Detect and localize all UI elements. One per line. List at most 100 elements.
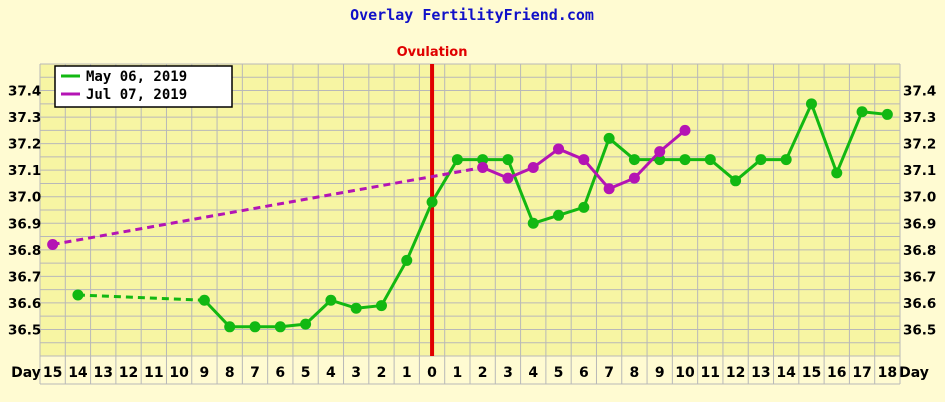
y-tick-label-left: 37.2 [8, 137, 41, 153]
data-point [654, 146, 666, 158]
series-segment [810, 103, 839, 174]
x-tick-label: 11 [144, 365, 163, 381]
data-point [654, 154, 666, 166]
data-point [628, 172, 640, 184]
x-tick-label: 12 [726, 365, 745, 381]
x-tick-label: 14 [776, 365, 796, 381]
data-point [628, 154, 640, 166]
data-point [578, 201, 590, 213]
data-point [553, 143, 565, 155]
x-tick-label: 17 [852, 365, 871, 381]
x-tick-label: 15 [43, 365, 62, 381]
series-segment [835, 111, 864, 174]
x-tick-label: 3 [351, 365, 361, 381]
data-point [704, 154, 716, 166]
series-segment [658, 129, 686, 153]
data-point [451, 154, 463, 166]
data-point [881, 108, 893, 120]
series-1 [72, 98, 893, 333]
chart-title: Overlay FertilityFriend.com [350, 6, 594, 24]
x-tick-label: 15 [802, 365, 821, 381]
grid-lines [39, 63, 901, 385]
legend: May 06, 2019 Jul 07, 2019 [54, 65, 233, 108]
series-segment [380, 259, 409, 307]
x-tick-label: 5 [554, 365, 564, 381]
y-tick-label-left: 36.6 [8, 296, 41, 312]
data-point [603, 132, 615, 144]
x-tick-label: 14 [68, 365, 88, 381]
data-point [325, 294, 337, 306]
x-tick-label: 7 [250, 365, 260, 381]
y-axis-right: 36.5 36.6 36.7 36.8 36.9 37.0 37.1 37.2 37.3 37.4 [903, 84, 936, 339]
y-tick-label-left: 37.0 [8, 190, 41, 206]
data-point [224, 321, 236, 333]
series-layer [47, 98, 893, 333]
data-point [527, 162, 539, 174]
y-tick-label-left: 37.3 [8, 110, 41, 126]
data-point [805, 98, 817, 110]
data-point [755, 154, 767, 166]
x-tick-label: 3 [503, 365, 513, 381]
x-tick-label: 12 [119, 365, 138, 381]
x-tick-label: 16 [827, 365, 846, 381]
x-tick-label: 7 [604, 365, 614, 381]
x-axis-day-labels: 15 14 13 12 11 10 9 8 7 6 5 4 3 2 1 0 1 2 3 4 5 6 7 8 9 10 11 12 13 1… [43, 365, 897, 381]
y-tick-label-right: 37.1 [903, 163, 936, 179]
series-2 [47, 124, 691, 251]
data-point [477, 162, 489, 174]
data-point [198, 294, 210, 306]
y-tick-label-right: 36.6 [903, 296, 936, 312]
x-tick-label: 9 [200, 365, 210, 381]
y-tick-label-left: 37.1 [8, 163, 41, 179]
data-point [730, 175, 742, 187]
y-tick-label-right: 36.7 [903, 269, 936, 285]
legend-box [54, 65, 233, 108]
series-segment [582, 158, 611, 190]
series-segment [304, 299, 332, 326]
series-segment [405, 201, 434, 262]
x-tick-label: 8 [225, 365, 235, 381]
x-axis-day-label-right: Day [899, 365, 929, 381]
series-segment [784, 103, 813, 161]
series-segment [506, 159, 535, 224]
data-point [831, 167, 843, 179]
y-tick-label-right: 37.2 [903, 137, 936, 153]
x-tick-label: 8 [630, 365, 640, 381]
x-tick-label: 2 [478, 365, 488, 381]
y-tick-label-left: 37.4 [8, 84, 41, 100]
y-tick-label-left: 36.7 [8, 269, 41, 285]
series-segment [77, 293, 205, 302]
y-tick-label-left: 36.8 [8, 243, 41, 259]
x-tick-label: 1 [452, 365, 462, 381]
x-tick-label: 10 [169, 365, 189, 381]
series-segment [430, 158, 459, 203]
data-point [780, 154, 792, 166]
y-tick-label-right: 36.9 [903, 216, 936, 232]
x-tick-label: 6 [579, 365, 589, 381]
data-point [502, 172, 514, 184]
x-tick-label: 6 [275, 365, 285, 381]
data-point [553, 209, 565, 221]
data-point [47, 239, 59, 251]
data-point [477, 154, 489, 166]
legend-label-1: May 06, 2019 [86, 69, 187, 85]
series-segment [608, 137, 636, 161]
series-segment [52, 166, 483, 246]
series-segment [633, 150, 661, 180]
y-tick-label-right: 37.0 [903, 190, 936, 206]
series-segment [203, 299, 231, 328]
y-tick-label-right: 37.4 [903, 84, 936, 100]
x-tick-label: 9 [655, 365, 665, 381]
y-tick-label-right: 37.3 [903, 110, 936, 126]
y-tick-label-right: 36.5 [903, 322, 936, 338]
series-segment [734, 158, 762, 182]
data-point [856, 106, 868, 118]
data-point [300, 318, 312, 330]
y-axis-left: 36.5 36.6 36.7 36.8 36.9 37.0 37.1 37.2 37.3 37.4 [8, 84, 41, 339]
data-point [72, 289, 84, 301]
ovulation-label: Ovulation [397, 45, 468, 60]
series-segment [709, 158, 737, 182]
x-tick-label: 1 [402, 365, 412, 381]
data-point [679, 154, 691, 166]
y-tick-label-left: 36.5 [8, 322, 41, 338]
